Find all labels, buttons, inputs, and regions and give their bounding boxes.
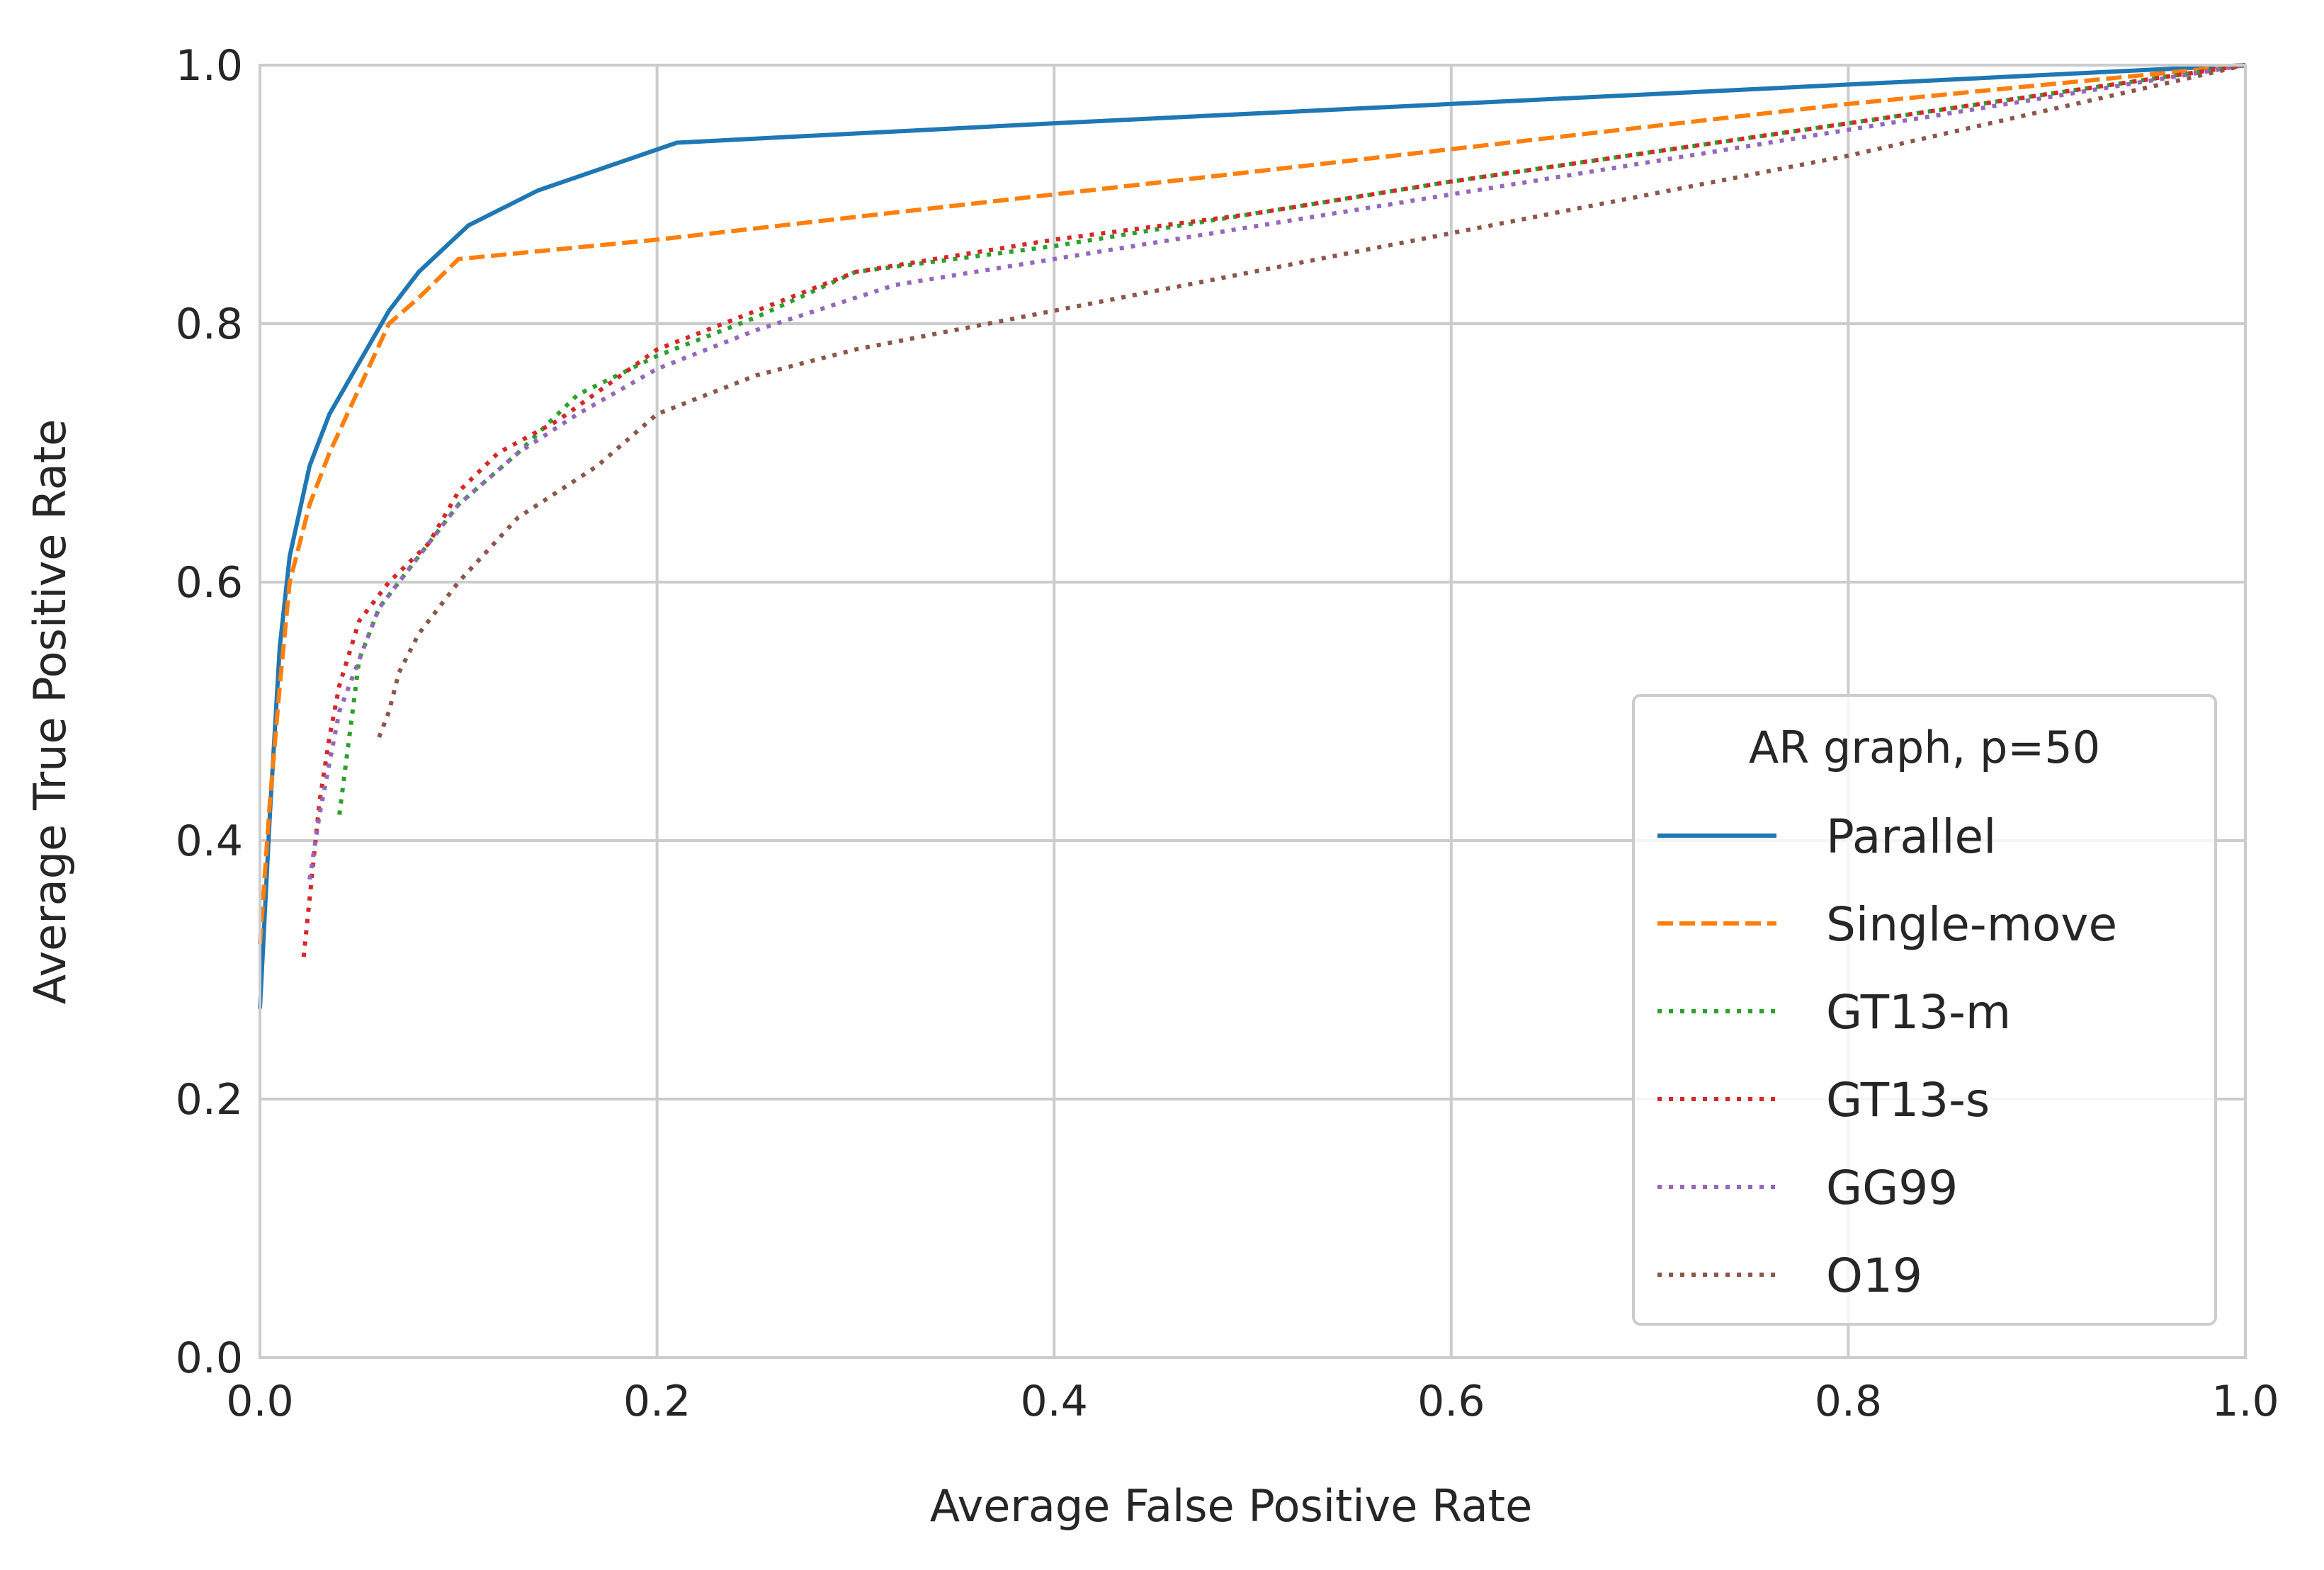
x-axis-label: Average False Positive Rate xyxy=(930,1480,1533,1532)
axis-ticks: 0.0 0.2 0.4 0.6 0.8 1.0 0.0 0.2 0.4 0.6 0.8 1.0 xyxy=(176,41,2279,1426)
x-tick-label: 1.0 xyxy=(2211,1377,2279,1426)
y-tick-label: 0.0 xyxy=(176,1333,243,1383)
x-tick-label: 0.6 xyxy=(1417,1377,1485,1426)
series-line-single-move xyxy=(258,63,2246,945)
series-line-parallel xyxy=(258,63,2246,1009)
legend-label: O19 xyxy=(1826,1248,1922,1303)
y-axis-label: Average True Positive Rate xyxy=(24,419,76,1005)
legend-label: Single-move xyxy=(1826,897,2117,952)
x-tick-label: 0.0 xyxy=(226,1377,293,1426)
y-tick-label: 0.6 xyxy=(176,558,243,608)
legend-box xyxy=(1632,694,2217,1326)
legend: AR graph, p=50 Parallel Single-move GT13-m… xyxy=(1632,694,2217,1326)
y-tick-label: 0.2 xyxy=(176,1075,243,1125)
legend-item-gt13-m: GT13-m xyxy=(1657,985,2011,1040)
legend-item-gg99: GG99 xyxy=(1657,1161,1958,1215)
legend-label: GG99 xyxy=(1826,1161,1958,1215)
y-tick-label: 1.0 xyxy=(176,41,243,91)
plot-area-frame xyxy=(259,64,2247,1359)
legend-item-gt13-s: GT13-s xyxy=(1657,1073,1990,1127)
y-tick-label: 0.8 xyxy=(176,300,243,349)
series-line-gg99 xyxy=(307,63,2246,880)
series-line-o19 xyxy=(377,63,2246,739)
legend-label: GT13-m xyxy=(1826,985,2011,1040)
x-tick-label: 0.8 xyxy=(1815,1377,1882,1426)
legend-items: Parallel Single-move GT13-m GT13-s GG99 O19 xyxy=(1657,809,2117,1303)
legend-label: Parallel xyxy=(1826,809,1996,864)
plot-frame xyxy=(259,64,2247,1359)
x-tick-label: 0.2 xyxy=(623,1377,691,1426)
legend-item-single-move: Single-move xyxy=(1657,897,2117,952)
series-line-gt13-m xyxy=(337,63,2246,815)
y-tick-label: 0.4 xyxy=(176,817,243,866)
legend-title: AR graph, p=50 xyxy=(1749,722,2100,773)
legend-item-parallel: Parallel xyxy=(1657,809,1996,864)
plot-series xyxy=(258,63,2246,1009)
legend-item-o19: O19 xyxy=(1657,1248,1922,1303)
x-tick-label: 0.4 xyxy=(1020,1377,1087,1426)
legend-label: GT13-s xyxy=(1826,1073,1990,1127)
